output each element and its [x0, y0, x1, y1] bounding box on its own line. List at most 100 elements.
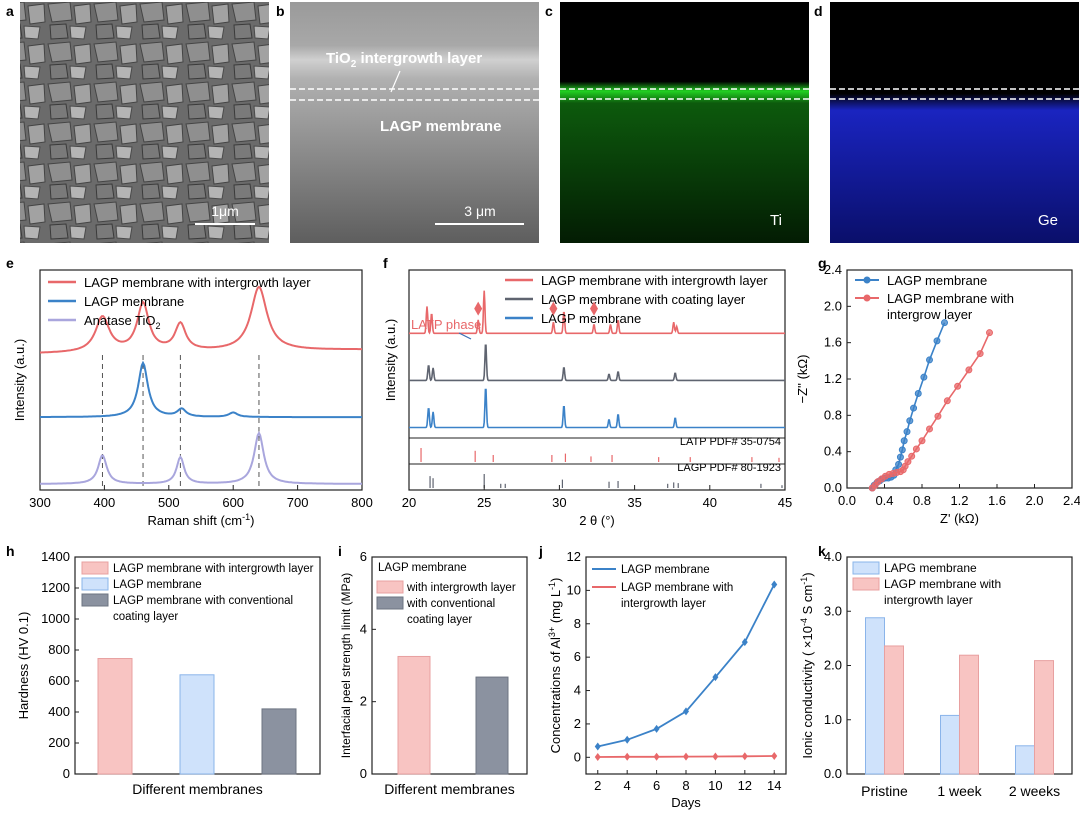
panel-letter-h: h: [6, 543, 15, 559]
x-tick-label: 0.0: [838, 493, 856, 508]
x-tick-label: 300: [29, 495, 51, 510]
panel-letter-d: d: [814, 3, 823, 19]
phase-marker: [549, 301, 558, 316]
y-tick-label: 600: [48, 673, 70, 688]
legend-label: intergrow layer: [887, 307, 973, 322]
category-label: 1 week: [937, 783, 982, 799]
legend-label: LAGP membrane with intergrowth layer: [541, 273, 768, 288]
phase-marker: [589, 301, 598, 316]
data-point: [712, 673, 719, 682]
legend-swatch: [376, 596, 404, 610]
y-tick-label: 4: [360, 621, 367, 636]
y-axis-label: Concentrations of Al3+ (mg L-1): [547, 578, 563, 754]
legend-label: coating layer: [113, 611, 178, 623]
panel-letter-b: b: [276, 3, 285, 19]
data-point: [904, 458, 912, 466]
y-tick-label: 8: [574, 616, 581, 631]
data-point: [594, 752, 601, 761]
series-line: [409, 344, 785, 382]
legend-swatch: [852, 577, 880, 591]
panel-letter-a: a: [6, 3, 14, 19]
scale-bar-a: 1μm: [211, 203, 239, 219]
x-tick-label: 30: [552, 495, 566, 510]
y-tick-label: 400: [48, 704, 70, 719]
sem-image-b: TiO2 intergrowth layer LAGP membrane 3 μ…: [290, 2, 539, 243]
y-axis-label: Intensity (a.u.): [383, 319, 398, 401]
x-tick-label: 600: [222, 495, 244, 510]
category-label: 2 weeks: [1009, 783, 1060, 799]
chart-eis: 0.0 0.4 0.8 1.2 1.6 2.0 2.4 0.0 0.4 0.8 1.2 1.6 2.0 2…: [795, 262, 1080, 526]
data-point: [933, 337, 941, 345]
series-line: [40, 360, 362, 419]
legend-swatch: [376, 580, 404, 594]
chart-hardness: 0 200 400 600 800 1000 1200 1400 LAGP membrane w…: [16, 549, 321, 797]
bar: [959, 654, 979, 775]
bar: [884, 645, 904, 775]
y-axis-label: Intensity (a.u.): [12, 339, 27, 421]
x-tick-label: 1.6: [988, 493, 1006, 508]
x-axis-label: Z' (kΩ): [940, 511, 979, 526]
element-label-ti: Ti: [770, 212, 782, 229]
data-point: [683, 707, 689, 716]
x-tick-label: 14: [767, 778, 781, 793]
data-point: [771, 751, 778, 760]
eds-map-ge: Ge: [830, 2, 1079, 243]
y-tick-label: 3.0: [824, 603, 842, 618]
y-tick-label: 800: [48, 642, 70, 657]
data-point: [895, 460, 903, 468]
sem-image-a: 1μm: [20, 2, 269, 243]
tio2-layer-label: TiO2 intergrowth layer: [326, 50, 482, 70]
y-tick-label: 12: [567, 549, 581, 564]
legend-label: LAGP membrane: [113, 579, 202, 591]
legend-label: Anatase TiO2: [84, 313, 161, 331]
legend-label: LAGP membrane with: [887, 291, 1014, 306]
y-tick-label: 0.8: [824, 407, 842, 422]
x-tick-label: 400: [94, 495, 116, 510]
x-tick-label: 0.4: [875, 493, 893, 508]
y-tick-label: 0: [360, 766, 367, 781]
legend-marker: [863, 276, 871, 284]
x-tick-label: 2.4: [1063, 493, 1080, 508]
data-point: [896, 453, 904, 461]
x-tick-label: 20: [402, 495, 416, 510]
data-point: [920, 373, 928, 381]
panel-letter-j: j: [538, 543, 543, 559]
y-tick-label: 2: [574, 716, 581, 731]
y-tick-label: 0.0: [824, 766, 842, 781]
bar: [97, 658, 133, 775]
data-point: [771, 580, 778, 589]
y-axis-label: Hardness (HV 0.1): [16, 612, 31, 720]
legend-label: LAGP membrane with: [621, 582, 733, 594]
x-tick-label: 40: [703, 495, 717, 510]
x-tick-label: 8: [682, 778, 689, 793]
panel-letter-c: c: [545, 3, 553, 19]
y-tick-label: 0.0: [824, 480, 842, 495]
data-point: [898, 446, 906, 454]
y-tick-label: 0.4: [824, 444, 842, 459]
data-point: [914, 390, 922, 398]
series-line: [40, 430, 362, 485]
y-tick-label: 0: [574, 749, 581, 764]
eds-map-ti: Ti: [560, 2, 809, 243]
reference-label: LAGP PDF# 80-1923: [677, 462, 781, 474]
legend-swatch: [81, 561, 109, 575]
y-tick-label: 10: [567, 582, 581, 597]
legend-label: with intergrowth layer: [406, 582, 516, 594]
y-tick-label: 6: [574, 649, 581, 664]
bar: [179, 674, 215, 775]
panel-letter-g: g: [818, 255, 827, 271]
scale-bar-b: 3 μm: [464, 203, 495, 219]
category-label: Pristine: [861, 783, 908, 799]
data-point: [954, 382, 962, 390]
legend-label: LAGP membrane with: [884, 577, 1001, 591]
bar: [940, 714, 960, 775]
legend-marker: [863, 294, 871, 302]
panel-letter-k: k: [818, 543, 826, 559]
x-tick-label: 25: [477, 495, 491, 510]
data-point: [926, 425, 933, 433]
data-point: [741, 638, 748, 647]
series-line: [409, 290, 785, 335]
legend-label: LAGP membrane with intergrowth layer: [84, 275, 311, 290]
y-tick-label: 1.6: [824, 335, 842, 350]
chart-xrd: LAGP membrane with intergrowth layer LAGP…: [383, 269, 792, 528]
